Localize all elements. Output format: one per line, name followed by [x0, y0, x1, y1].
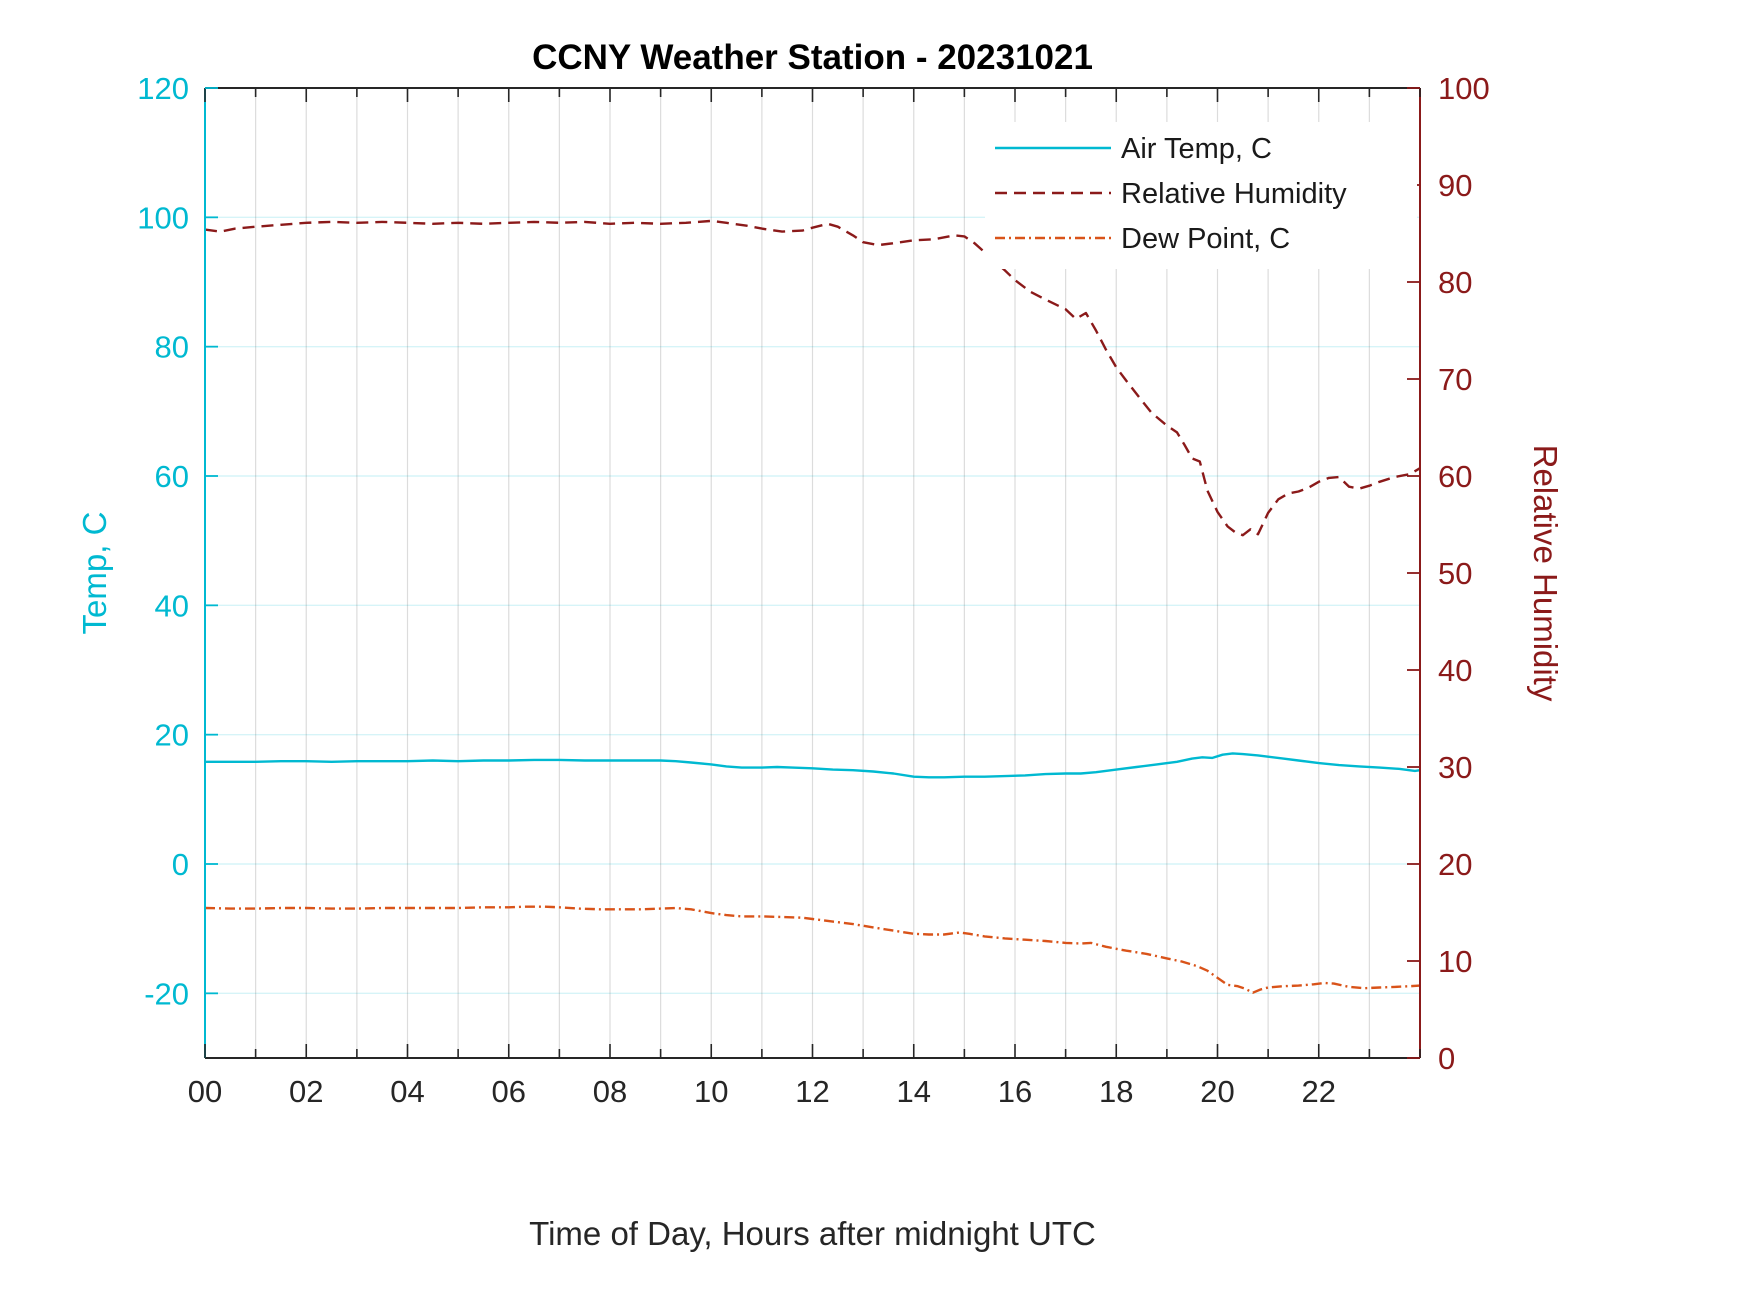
- right-y-tick-label: 100: [1438, 71, 1490, 106]
- air-temp-line: [205, 752, 1421, 779]
- right-y-tick-marks: [1407, 87, 1420, 1059]
- horizontal-gridlines: [205, 216, 1420, 995]
- left-y-tick-label: 0: [172, 847, 189, 882]
- x-axis-label: Time of Day, Hours after midnight UTC: [529, 1215, 1096, 1252]
- left-y-tick-label: 80: [155, 330, 189, 365]
- left-y-tick-label: 100: [137, 200, 189, 235]
- right-y-tick-label: 40: [1438, 653, 1472, 688]
- x-tick-label: 18: [1099, 1074, 1133, 1109]
- x-tick-label: 02: [289, 1074, 323, 1109]
- vertical-gridlines: [255, 88, 1370, 1058]
- legend-label-air-temp: Air Temp, C: [1121, 133, 1272, 165]
- left-y-tick-label: 60: [155, 459, 189, 494]
- right-y-tick-labels: 0 10 20 30 40 50 60 70 80 90 100: [1438, 71, 1490, 1076]
- left-y-tick-label: 40: [155, 588, 189, 623]
- left-y-tick-label: -20: [144, 976, 189, 1011]
- legend-entry-air-temp: Air Temp, C: [995, 133, 1272, 165]
- x-tick-label: 20: [1200, 1074, 1234, 1109]
- right-y-tick-label: 50: [1438, 556, 1472, 591]
- x-tick-label: 00: [188, 1074, 222, 1109]
- right-y-tick-label: 10: [1438, 944, 1472, 979]
- x-tick-label: 04: [390, 1074, 424, 1109]
- legend-entry-dew-point: Dew Point, C: [995, 223, 1290, 255]
- right-y-tick-label: 70: [1438, 362, 1472, 397]
- right-y-tick-label: 60: [1438, 459, 1472, 494]
- right-y-tick-label: 20: [1438, 847, 1472, 882]
- chart-title: CCNY Weather Station - 20231021: [532, 38, 1093, 77]
- x-tick-label: 06: [492, 1074, 526, 1109]
- x-tick-label: 22: [1302, 1074, 1336, 1109]
- legend-label-dew-point: Dew Point, C: [1121, 223, 1290, 255]
- left-y-axis-label: Temp, C: [76, 511, 113, 635]
- x-tick-label: 10: [694, 1074, 728, 1109]
- legend-label-relative-humidity: Relative Humidity: [1121, 178, 1347, 210]
- right-y-tick-label: 0: [1438, 1041, 1455, 1076]
- left-y-tick-label: 20: [155, 718, 189, 753]
- x-tick-labels: 00 02 04 06 08 10 12 14 16 18 20 22: [188, 1074, 1336, 1109]
- x-tick-label: 08: [593, 1074, 627, 1109]
- legend-entry-relative-humidity: Relative Humidity: [995, 178, 1347, 210]
- x-tick-marks: [204, 88, 1421, 1058]
- right-y-tick-label: 90: [1438, 168, 1472, 203]
- x-tick-label: 16: [998, 1074, 1032, 1109]
- x-tick-label: 14: [897, 1074, 931, 1109]
- right-y-axis-label: Relative Humidity: [1527, 444, 1564, 702]
- right-y-tick-label: 80: [1438, 265, 1472, 300]
- right-y-tick-label: 30: [1438, 750, 1472, 785]
- left-y-tick-marks: [205, 87, 218, 995]
- left-y-tick-label: 120: [137, 71, 189, 106]
- legend: Air Temp, C Relative Humidity Dew Point, C: [985, 122, 1417, 269]
- relative-humidity-line: [204, 219, 1421, 537]
- left-y-tick-labels: -20 0 20 40 60 80 100 120: [137, 71, 189, 1011]
- dew-point-line: [204, 905, 1421, 994]
- x-tick-label: 12: [795, 1074, 829, 1109]
